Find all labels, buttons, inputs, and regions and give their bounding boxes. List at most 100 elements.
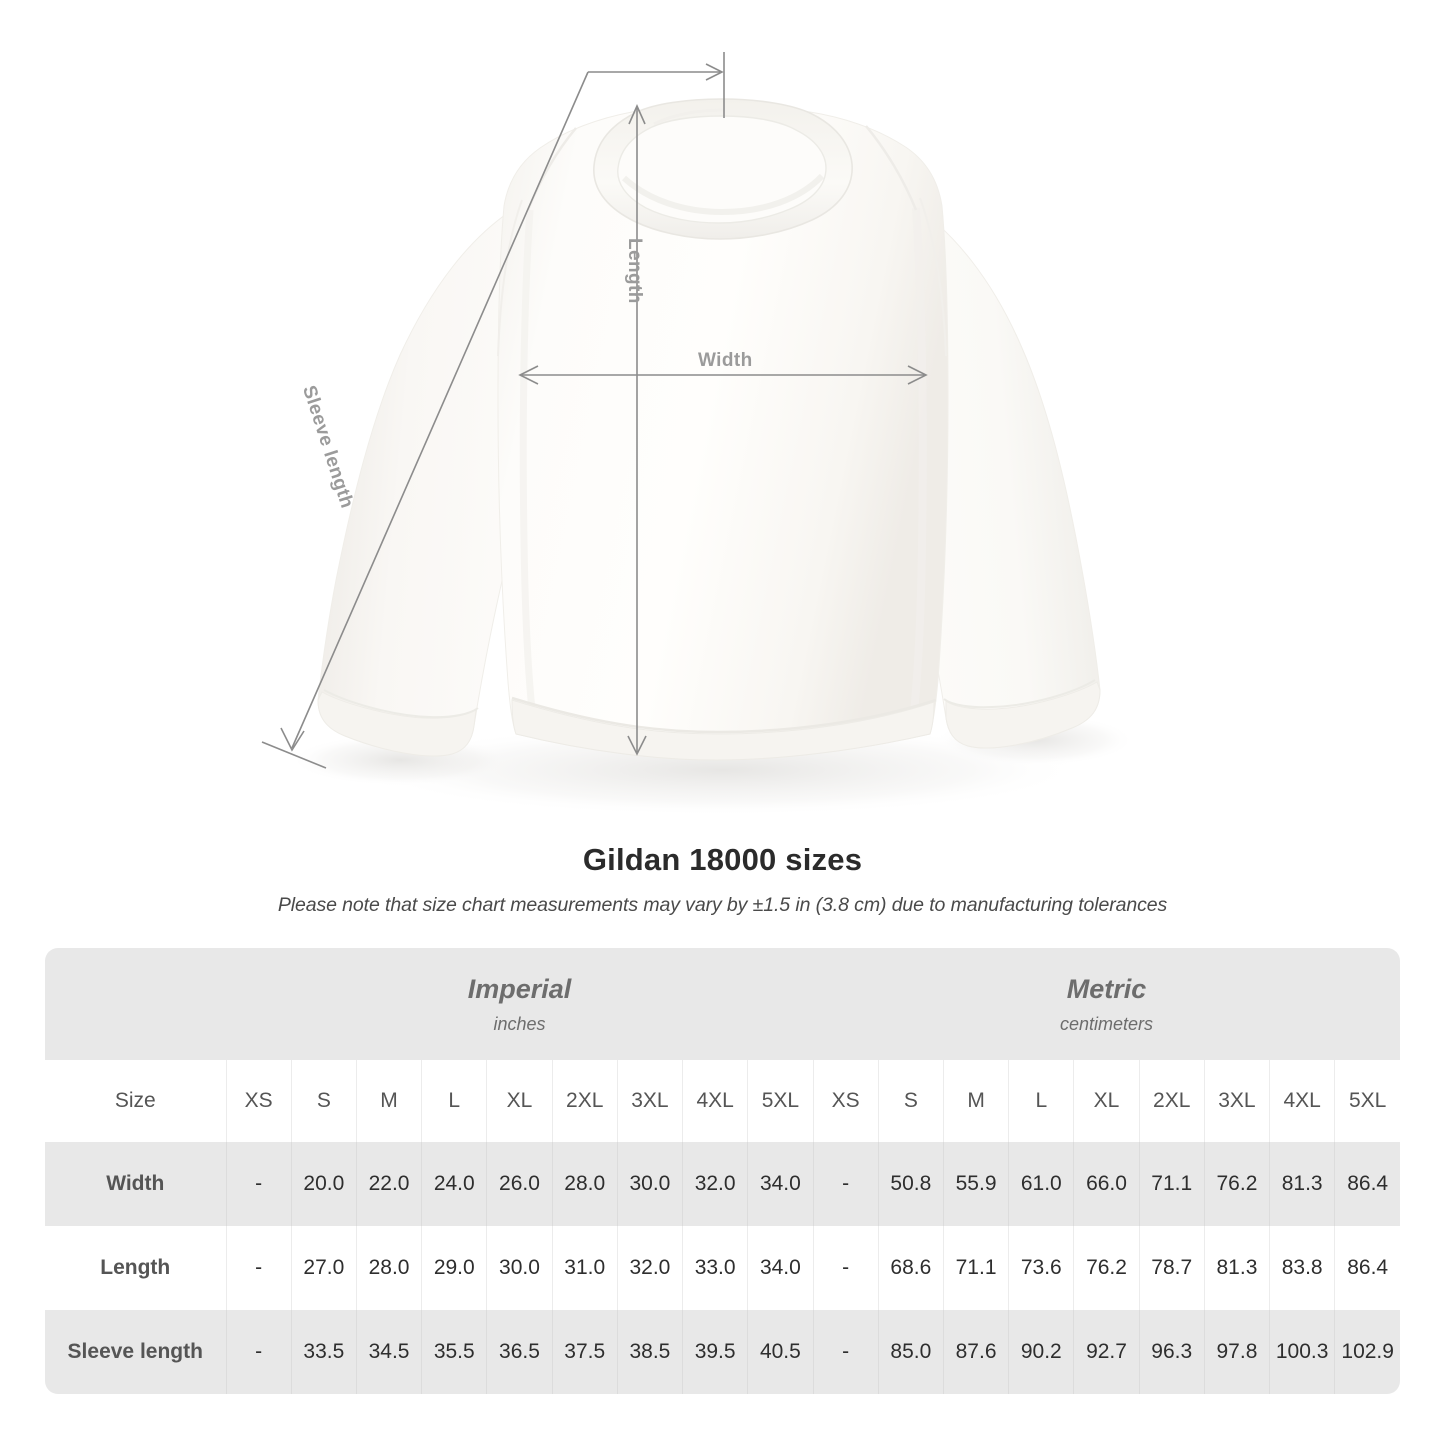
size-row-label: Size — [45, 1060, 226, 1142]
measurement-cell: 34.0 — [747, 1142, 814, 1226]
bottom-hem-seam — [511, 696, 937, 734]
measurement-cell: 30.0 — [616, 1142, 683, 1226]
measurement-cell: 37.5 — [551, 1310, 618, 1394]
measurement-cell: 50.8 — [877, 1142, 944, 1226]
page-title: Gildan 18000 sizes — [582, 842, 863, 877]
measurement-cell: - — [812, 1142, 879, 1226]
table-row: Length -27.0 28.0 29.0 30.0 31.0 32.0 33.0 34.0-… — [45, 1226, 1400, 1310]
left-cuff — [317, 691, 477, 757]
measurement-cell: 35.5 — [421, 1310, 487, 1394]
measurement-cell: 36.5 — [486, 1310, 553, 1394]
size-column-header-imperial-xl: XL — [486, 1060, 553, 1142]
size-column-header-imperial-5xl: 5XL — [747, 1060, 814, 1142]
measurement-cell: 27.0 — [290, 1226, 357, 1310]
measurement-cell: 86.4 — [1334, 1142, 1400, 1226]
product-illustration-area: Length Width Sleeve length — [261, 52, 1135, 816]
measurement-cell: 28.0 — [355, 1226, 422, 1310]
left-armhole-seam — [497, 199, 523, 357]
collar-rib-highlight — [653, 108, 725, 126]
size-column-header-metric-m: M — [942, 1060, 1009, 1142]
measurement-row-label: Width — [45, 1142, 226, 1226]
measurement-cell: 83.8 — [1269, 1226, 1335, 1310]
measurement-cell: 100.3 — [1269, 1310, 1335, 1394]
size-column-header-metric-l: L — [1008, 1060, 1074, 1142]
measurement-cell: 73.6 — [1008, 1226, 1074, 1310]
measurement-cell: 90.2 — [1008, 1310, 1074, 1394]
measurement-cell: 24.0 — [421, 1142, 487, 1226]
collar-inner-opening — [617, 115, 827, 224]
measurement-cell: 86.4 — [1334, 1226, 1400, 1310]
size-column-header-imperial-xs: XS — [225, 1060, 292, 1142]
size-chart-table-container: Imperial inches Metric centimeters Size X… — [45, 948, 1400, 1394]
size-column-header-metric-5xl: 5XL — [1334, 1060, 1400, 1142]
measurement-cell: 78.7 — [1138, 1226, 1205, 1310]
measurement-cell: 32.0 — [682, 1142, 748, 1226]
measurement-cell: 68.6 — [877, 1226, 944, 1310]
metric-system-label: Metric — [1066, 973, 1147, 1004]
neck-shadow — [621, 173, 825, 216]
measurement-cell: 22.0 — [355, 1142, 422, 1226]
garment-shadow — [362, 724, 1082, 816]
sleeve-bottom-tick — [261, 741, 327, 769]
measurement-cell: - — [812, 1310, 879, 1394]
size-column-header-metric-xs: XS — [812, 1060, 879, 1142]
imperial-unit-label: inches — [493, 1013, 546, 1034]
measurement-cell: 97.8 — [1203, 1310, 1270, 1394]
measurement-annotations — [261, 52, 928, 769]
right-shoulder-seam — [865, 125, 918, 211]
measurement-cell: 96.3 — [1138, 1310, 1205, 1394]
width-left-arrowhead — [518, 365, 539, 385]
measurement-cell: 34.0 — [747, 1226, 814, 1310]
measurement-cell: - — [225, 1142, 292, 1226]
measurement-cell: 26.0 — [486, 1142, 553, 1226]
measurement-cell: 71.1 — [1138, 1142, 1205, 1226]
table-row: Width -20.0 22.0 24.0 26.0 28.0 30.0 32.0 34.0-5… — [45, 1142, 1400, 1226]
measurement-cell: 102.9 — [1334, 1310, 1400, 1394]
size-chart-table: Imperial inches Metric centimeters Size X… — [45, 948, 1400, 1394]
measurement-cell: 81.3 — [1269, 1142, 1335, 1226]
size-column-header-imperial-2xl: 2XL — [551, 1060, 618, 1142]
right-cuff-seam — [943, 679, 1096, 709]
size-column-header-metric-4xl: 4XL — [1269, 1060, 1335, 1142]
tolerance-note: Please note that size chart measurements… — [277, 894, 1168, 916]
measurement-cell: 40.5 — [747, 1310, 814, 1394]
size-header-row: Size XS S M L XL 2XL 3XL 4XL 5XL XS S M L XL 2XL 3XL 4XL 5… — [45, 1060, 1400, 1142]
sleeve-bottom-arrowhead — [280, 727, 305, 752]
bottom-hem — [511, 699, 935, 761]
measurement-cell: 32.0 — [616, 1226, 683, 1310]
measurement-cell: 31.0 — [551, 1226, 618, 1310]
measurement-cell: 76.2 — [1203, 1142, 1270, 1226]
length-dimension-label: Length — [624, 238, 645, 304]
right-armhole-seam — [919, 197, 947, 357]
measurement-row-label: Sleeve length — [45, 1310, 226, 1394]
measurement-cell: - — [812, 1226, 879, 1310]
table-row: Sleeve length -33.5 34.5 35.5 36.5 37.5 38.5 39… — [45, 1310, 1400, 1394]
measurement-cell: 76.2 — [1073, 1226, 1140, 1310]
width-right-arrowhead — [907, 365, 928, 385]
measurement-cell: 33.5 — [290, 1310, 357, 1394]
measurement-cell: 66.0 — [1073, 1142, 1140, 1226]
unit-system-row: Imperial inches Metric centimeters — [45, 948, 1400, 1060]
measurement-row-label: Length — [45, 1226, 226, 1310]
measurement-cell: 85.0 — [877, 1310, 944, 1394]
measurement-cell: 30.0 — [486, 1226, 553, 1310]
imperial-banner-cell: Imperial inches — [226, 948, 814, 1060]
measurement-cell: 55.9 — [942, 1142, 1009, 1226]
size-column-header-metric-2xl: 2XL — [1138, 1060, 1205, 1142]
chart-title-block: Gildan 18000 sizes Please note that size… — [0, 842, 1445, 917]
left-cuff-seam — [323, 689, 479, 719]
size-column-header-metric-3xl: 3XL — [1203, 1060, 1270, 1142]
size-column-header-metric-xl: XL — [1073, 1060, 1140, 1142]
measurement-cell: 20.0 — [290, 1142, 357, 1226]
right-cuff — [945, 681, 1101, 749]
sleeve-top-arrowhead — [705, 63, 724, 81]
size-column-header-imperial-m: M — [355, 1060, 422, 1142]
body-fold-left — [519, 209, 536, 711]
metric-banner-cell: Metric centimeters — [813, 948, 1400, 1060]
measurement-cell: 38.5 — [616, 1310, 683, 1394]
measurement-cell: 81.3 — [1203, 1226, 1270, 1310]
sleeve-diagonal — [291, 71, 589, 749]
measurement-cell: 39.5 — [682, 1310, 748, 1394]
length-top-arrowhead — [628, 104, 646, 125]
size-column-header-imperial-4xl: 4XL — [682, 1060, 748, 1142]
